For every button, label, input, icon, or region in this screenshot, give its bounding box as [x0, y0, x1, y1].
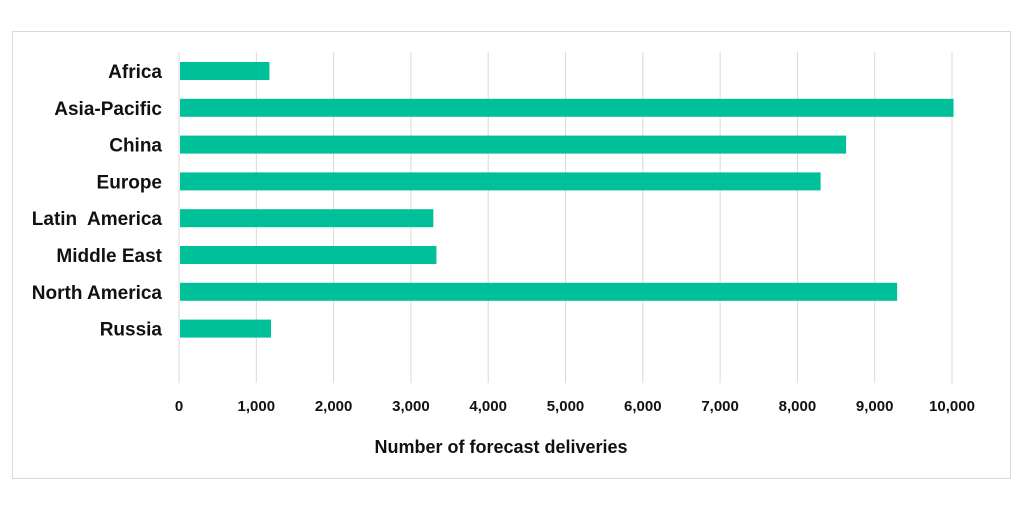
bars [180, 62, 954, 338]
x-tick-label: 0 [175, 398, 183, 415]
category-label: Asia-Pacific [54, 99, 162, 120]
bar [180, 135, 847, 154]
bar [180, 209, 434, 228]
category-label: China [109, 136, 162, 157]
category-label: Europe [97, 172, 162, 193]
bar [180, 62, 270, 80]
x-tick-label: 10,000 [929, 398, 975, 415]
x-tick-label: 7,000 [701, 398, 739, 415]
bar [180, 282, 898, 301]
x-tick-label: 6,000 [624, 398, 662, 415]
x-tick-label: 2,000 [315, 398, 353, 415]
x-tick-labels: 0 1,000 2,000 3,000 4,000 5,000 6,000 7,000 8,00… [175, 398, 975, 415]
x-tick-label: 3,000 [392, 398, 430, 415]
x-tick-label: 1,000 [238, 398, 276, 415]
x-axis-title: Number of forecast deliveries [374, 437, 627, 457]
category-label: Africa [108, 62, 162, 83]
bar [180, 246, 437, 264]
x-tick-label: 9,000 [856, 398, 894, 415]
bar [180, 98, 954, 117]
bar [180, 172, 821, 191]
category-label: Middle East [56, 246, 162, 267]
bar [180, 319, 271, 338]
x-tick-label: 4,000 [469, 398, 507, 415]
category-label: Russia [100, 320, 163, 341]
x-tick-label: 5,000 [547, 398, 585, 415]
category-label: Latin America [32, 209, 163, 230]
category-labels: Africa Asia-Pacific China Europe Latin Ameri… [32, 62, 163, 341]
x-tick-label: 8,000 [779, 398, 817, 415]
category-label: North America [32, 283, 163, 304]
